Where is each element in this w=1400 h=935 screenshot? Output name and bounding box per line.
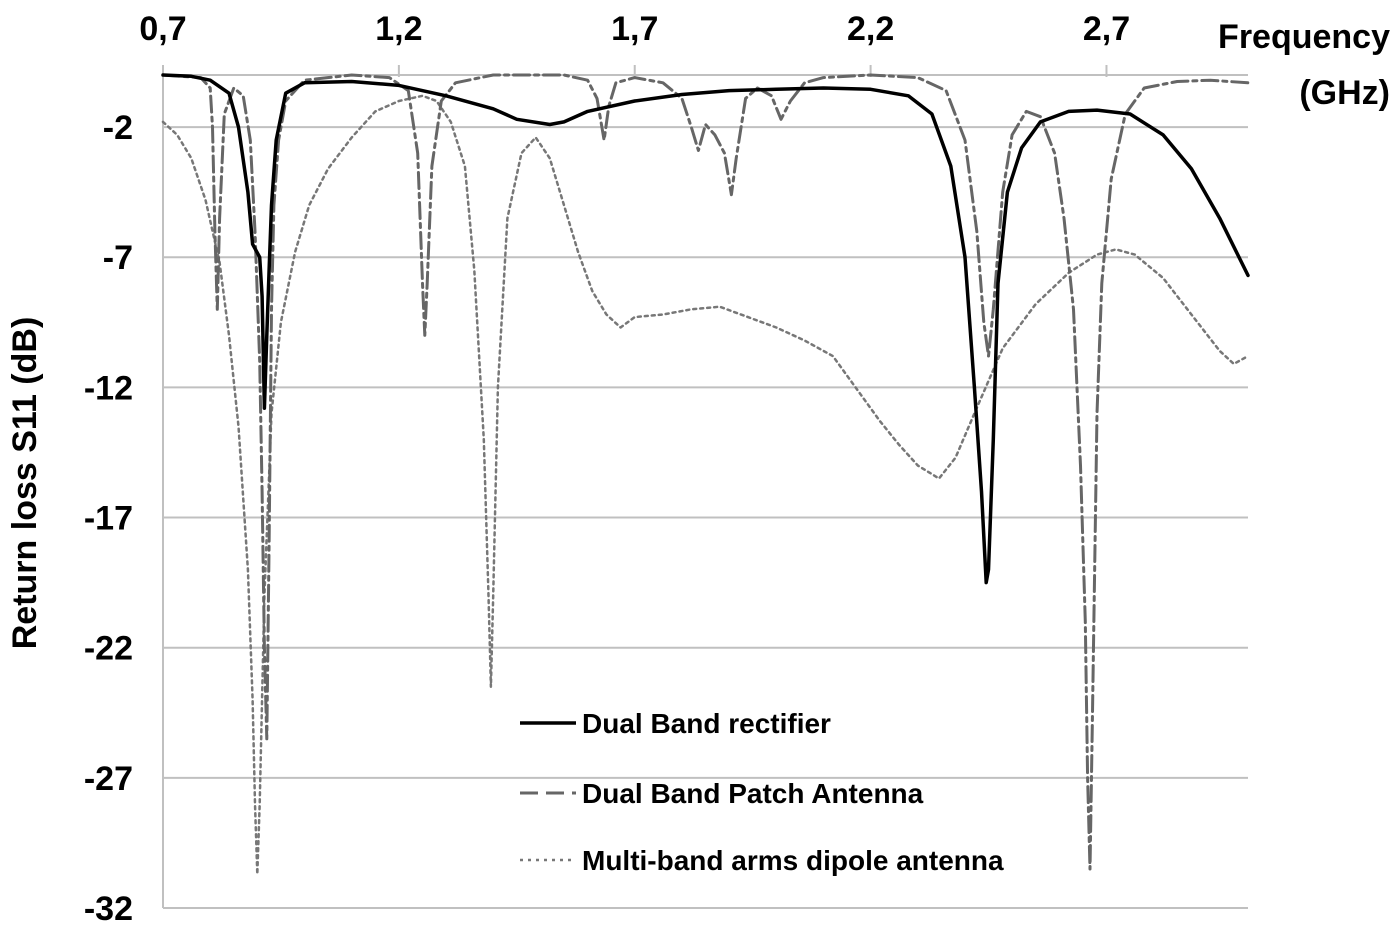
x-axis-title-line2: (GHz) [1299,74,1390,112]
legend-label-patch: Dual Band Patch Antenna [582,778,924,809]
series-line-patch [161,73,1250,871]
legend-label-dipole: Multi-band arms dipole antenna [582,845,1004,876]
y-tick-label: -12 [84,369,133,407]
tick-labels: -2 -7 -12 -17 -22 -27 -32 0,7 1,2 1,7 2,2 2,7 [84,10,1130,928]
y-tick-label: -2 [103,109,133,147]
grid-lines [163,74,1248,909]
series-line-rectifier [161,73,1250,585]
series-line-dipole [161,94,1250,876]
x-tick-label: 2,2 [847,10,894,48]
y-tick-label: -17 [84,500,133,538]
legend: Dual Band rectifier Dual Band Patch Ante… [520,708,1004,876]
y-tick-label: -7 [103,239,133,277]
x-tick-label: 1,2 [375,10,422,48]
x-tick-label: 2,7 [1083,10,1130,48]
x-axis-title-line1: Frequency [1218,18,1390,56]
y-tick-label: -27 [84,760,133,798]
y-tick-label: -32 [84,890,133,928]
y-axis-title: Return loss S11 (dB) [6,317,44,650]
legend-label-rectifier: Dual Band rectifier [582,708,831,739]
x-tick-label: 1,7 [611,10,658,48]
y-tick-label: -22 [84,630,133,668]
series-lines [161,73,1250,876]
x-tick-label: 0,7 [139,10,186,48]
